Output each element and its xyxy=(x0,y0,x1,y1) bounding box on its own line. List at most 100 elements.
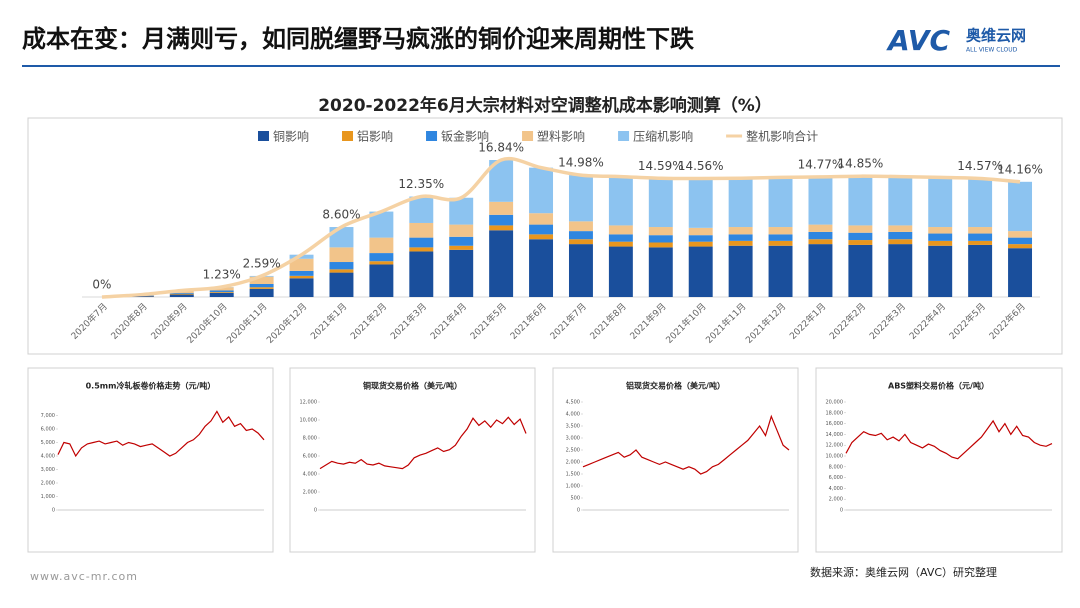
bar-segment xyxy=(329,227,354,248)
y-tick-label: 4,500 xyxy=(566,400,580,406)
bar-segment xyxy=(329,269,354,273)
bar-segment xyxy=(568,231,593,240)
bar-segment xyxy=(409,251,434,297)
bar-segment xyxy=(928,227,953,234)
y-tick-label: 14,000 xyxy=(826,432,844,438)
legend-label: 钣金影响 xyxy=(441,129,489,144)
bar-segment xyxy=(688,178,713,228)
bar-segment xyxy=(249,288,274,297)
bar-segment xyxy=(648,247,673,297)
bar-segment xyxy=(489,230,514,297)
bar-segment xyxy=(888,244,913,297)
x-tick-label: 2020年8月 xyxy=(108,300,149,341)
bar-segment xyxy=(489,214,514,226)
bar-segment xyxy=(409,237,434,248)
bar-segment xyxy=(209,292,234,293)
bar-segment xyxy=(888,239,913,245)
data-label: 2.59% xyxy=(243,256,281,270)
y-tick-label: 8,000 xyxy=(829,464,843,470)
bar-segment xyxy=(209,287,234,291)
bar-segment xyxy=(688,235,713,242)
data-label: 14.77% xyxy=(798,157,844,171)
bar-segment xyxy=(648,242,673,248)
bar-segment xyxy=(688,227,713,236)
bar-segment xyxy=(728,245,753,297)
bar-segment xyxy=(568,221,593,232)
x-tick-label: 2021年10月 xyxy=(663,300,709,346)
bar-segment xyxy=(529,239,554,297)
y-tick-label: 3,000 xyxy=(41,467,55,473)
data-label: 14.16% xyxy=(997,162,1043,176)
bar-segment xyxy=(688,241,713,247)
x-tick-label: 2022年6月 xyxy=(986,300,1027,341)
bar-segment xyxy=(888,225,913,232)
x-tick-label: 2021年5月 xyxy=(468,300,509,341)
y-tick-label: 3,000 xyxy=(566,436,580,442)
chart-title: ABS塑料交易价格（元/吨） xyxy=(888,381,989,391)
bar-segment xyxy=(968,227,993,234)
x-tick-label: 2021年3月 xyxy=(388,300,429,341)
y-tick-label: 8,000 xyxy=(303,436,317,442)
x-tick-label: 2021年8月 xyxy=(587,300,628,341)
data-label: 0% xyxy=(92,278,111,292)
y-tick-label: 3,500 xyxy=(566,424,580,430)
legend-label: 铝影响 xyxy=(357,129,393,144)
bar-segment xyxy=(848,232,873,241)
y-tick-label: 10,000 xyxy=(826,454,844,460)
bar-segment xyxy=(768,177,793,228)
bar-segment xyxy=(608,241,633,247)
y-tick-label: 7,000 xyxy=(41,413,55,419)
bar-segment xyxy=(249,276,274,284)
chart-title: 铝现货交易价格（美元/吨） xyxy=(626,381,725,391)
legend-label: 压缩机影响 xyxy=(633,129,693,144)
bar-segment xyxy=(329,247,354,263)
bar-segment xyxy=(968,178,993,228)
x-tick-label: 2021年7月 xyxy=(547,300,588,341)
bar-segment xyxy=(888,231,913,240)
bar-segment xyxy=(648,178,673,228)
y-tick-label: 6,000 xyxy=(41,427,55,433)
y-tick-label: 16,000 xyxy=(826,421,844,427)
x-tick-label: 2020年9月 xyxy=(148,300,189,341)
bar-segment xyxy=(848,244,873,297)
chart-frame xyxy=(552,367,799,553)
y-tick-label: 0 xyxy=(314,508,317,514)
logo-tagline: ALL VIEW CLOUD xyxy=(966,47,1018,54)
bar-segment xyxy=(529,213,554,225)
bar-segment xyxy=(808,239,833,245)
data-label: 14.59% xyxy=(638,159,684,173)
x-tick-label: 2022年5月 xyxy=(947,300,988,341)
chart-title: 铜现货交易价格（美元/吨） xyxy=(363,381,462,391)
bar-segment xyxy=(529,234,554,240)
bar-segment xyxy=(648,235,673,243)
chart-frame xyxy=(27,367,274,553)
x-tick-label: 2020年11月 xyxy=(224,300,270,346)
data-label: 14.57% xyxy=(957,159,1003,173)
bar-segment xyxy=(169,292,194,294)
bar-segment xyxy=(568,175,593,222)
bar-segment xyxy=(808,231,833,240)
bar-segment xyxy=(608,176,633,226)
x-tick-label: 2022年1月 xyxy=(787,300,828,341)
price-line xyxy=(582,414,790,475)
y-tick-label: 6,000 xyxy=(829,475,843,481)
bar-segment xyxy=(369,264,394,297)
bar-segment xyxy=(289,258,314,271)
x-tick-label: 2020年12月 xyxy=(264,300,310,346)
bar-segment xyxy=(728,240,753,246)
y-tick-label: 5,000 xyxy=(41,440,55,446)
legend-label: 铜影响 xyxy=(273,129,309,144)
bar-segment xyxy=(608,234,633,242)
bar-segment xyxy=(329,272,354,297)
bar-segment xyxy=(449,249,474,297)
x-tick-label: 2021年9月 xyxy=(627,300,668,341)
footer-website: www.avc-mr.com xyxy=(30,570,138,583)
y-tick-label: 1,000 xyxy=(41,494,55,500)
bar-segment xyxy=(449,245,474,250)
legend-swatch xyxy=(342,131,354,141)
data-label: 12.35% xyxy=(398,177,444,191)
bar-segment xyxy=(728,227,753,235)
bar-segment xyxy=(289,278,314,297)
bar-segment xyxy=(968,244,993,297)
legend-swatch xyxy=(618,131,630,141)
